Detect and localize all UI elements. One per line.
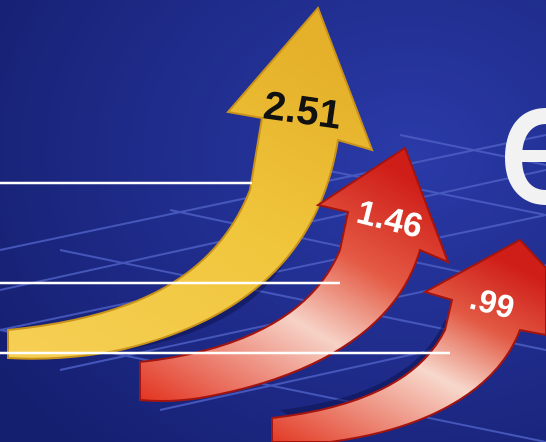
arrow-label-gold: 2.51 (261, 83, 344, 137)
partial-letter-glyph (505, 108, 546, 205)
red-arrow-front (271, 238, 546, 442)
partial-letter-bar (510, 150, 546, 162)
red-arrow-middle (139, 146, 450, 403)
guide-lines (0, 181, 450, 355)
